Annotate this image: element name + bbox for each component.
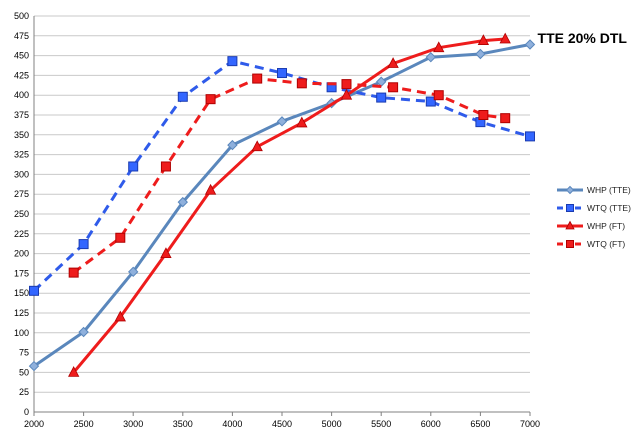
- legend-item-whp-ft: WHP (FT): [557, 220, 625, 231]
- data-point-whp-tte: [524, 39, 536, 50]
- data-point-whp-tte: [475, 48, 486, 60]
- data-point-wtq-ft: [388, 82, 399, 93]
- y-tick-label: 125: [14, 308, 29, 318]
- y-tick-label: 25: [19, 387, 29, 397]
- data-point-wtq-ft: [433, 90, 444, 101]
- legend-label: WTQ (FT): [587, 239, 625, 249]
- data-point-whp-ft: [340, 88, 353, 100]
- data-point-whp-ft: [433, 41, 445, 53]
- legend: WHP (TTE) WTQ (TTE) WHP (FT) WTQ (FT): [557, 185, 631, 249]
- x-tick-label: 4000: [222, 419, 242, 429]
- x-tick-label: 3500: [173, 419, 193, 429]
- series-line-wtq-tte: [32, 59, 531, 292]
- y-tick-label: 325: [14, 150, 29, 160]
- y-tick-label: 450: [14, 51, 29, 61]
- series-layer: [28, 32, 536, 377]
- data-point-whp-ft: [114, 310, 126, 322]
- y-tick-label: 175: [14, 268, 29, 278]
- legend-swatch-marker: [566, 240, 574, 248]
- data-point-wtq-tte: [525, 131, 535, 142]
- y-tick-label: 400: [14, 90, 29, 100]
- data-point-wtq-tte: [177, 91, 188, 102]
- y-tick-label: 375: [14, 110, 29, 120]
- data-point-wtq-ft: [205, 94, 216, 105]
- chart-title: TTE 20% DTL: [538, 30, 628, 46]
- data-point-whp-ft: [204, 183, 217, 195]
- y-tick-label: 300: [14, 169, 29, 179]
- x-tick-label: 2000: [24, 419, 44, 429]
- x-tick-label: 6000: [421, 419, 441, 429]
- data-point-wtq-ft: [478, 110, 489, 120]
- data-point-wtq-tte: [78, 239, 89, 250]
- data-point-wtq-tte: [277, 68, 287, 79]
- x-tick-label: 5000: [322, 419, 342, 429]
- legend-label: WHP (FT): [587, 221, 625, 231]
- data-point-wtq-tte: [128, 161, 139, 172]
- legend-swatch-marker: [565, 185, 575, 195]
- y-tick-label: 225: [14, 229, 29, 239]
- data-point-wtq-tte: [227, 56, 238, 67]
- data-point-whp-tte: [276, 116, 288, 127]
- series-whp-ft: [68, 32, 511, 377]
- x-tick-label: 5500: [371, 419, 391, 429]
- data-point-whp-ft: [160, 247, 172, 259]
- data-point-wtq-ft: [500, 113, 511, 124]
- x-tick-label: 7000: [520, 419, 540, 429]
- x-tick-label: 4500: [272, 419, 292, 429]
- data-point-wtq-ft: [115, 232, 126, 243]
- y-tick-label: 425: [14, 70, 29, 80]
- series-wtq-tte: [29, 56, 535, 296]
- y-tick-label: 250: [14, 209, 29, 219]
- y-tick-label: 475: [14, 31, 29, 41]
- data-point-whp-ft: [477, 34, 490, 45]
- data-point-wtq-ft: [341, 79, 352, 90]
- data-point-wtq-ft: [68, 267, 79, 278]
- y-tick-label: 200: [14, 249, 29, 259]
- y-tick-label: 50: [19, 367, 29, 377]
- data-point-whp-tte: [227, 139, 238, 151]
- y-tick-label: 75: [19, 348, 29, 358]
- legend-item-wtq-ft: WTQ (FT): [557, 239, 625, 249]
- legend-swatch-marker: [566, 204, 574, 212]
- legend-item-whp-tte: WHP (TTE): [557, 185, 631, 195]
- data-point-whp-ft: [296, 116, 308, 128]
- y-tick-label: 0: [24, 407, 29, 417]
- legend-swatch-marker: [565, 220, 575, 230]
- data-point-whp-ft: [387, 57, 399, 68]
- data-point-wtq-tte: [376, 92, 387, 103]
- legend-label: WHP (TTE): [587, 185, 631, 195]
- y-tick-label: 275: [14, 189, 29, 199]
- x-tick-label: 3000: [123, 419, 143, 429]
- data-point-wtq-ft: [160, 161, 171, 172]
- legend-label: WTQ (TTE): [587, 203, 631, 213]
- y-tick-label: 500: [14, 11, 29, 21]
- y-tick-label: 150: [14, 288, 29, 298]
- data-point-wtq-ft: [252, 73, 263, 84]
- legend-item-wtq-tte: WTQ (TTE): [557, 203, 631, 213]
- data-point-wtq-tte: [425, 96, 436, 107]
- data-point-whp-ft: [68, 366, 80, 377]
- data-point-wtq-ft: [296, 78, 307, 89]
- data-point-whp-ft: [251, 140, 263, 152]
- series-whp-tte: [28, 39, 536, 372]
- x-tick-label: 6500: [470, 419, 490, 429]
- data-point-whp-tte: [78, 326, 89, 338]
- axes-layer: 0 25 50 75 100 125 150 175 200 225 250 275 300 325 350…: [14, 11, 540, 429]
- y-tick-label: 100: [14, 328, 29, 338]
- data-point-whp-tte: [28, 360, 40, 372]
- data-point-whp-tte: [425, 51, 437, 63]
- data-point-whp-tte: [177, 196, 189, 208]
- y-tick-label: 350: [14, 130, 29, 140]
- data-point-wtq-tte: [29, 285, 39, 296]
- series-wtq-ft: [68, 73, 511, 278]
- data-point-whp-ft: [499, 32, 511, 44]
- x-tick-label: 2500: [74, 419, 94, 429]
- data-point-whp-tte: [127, 266, 139, 278]
